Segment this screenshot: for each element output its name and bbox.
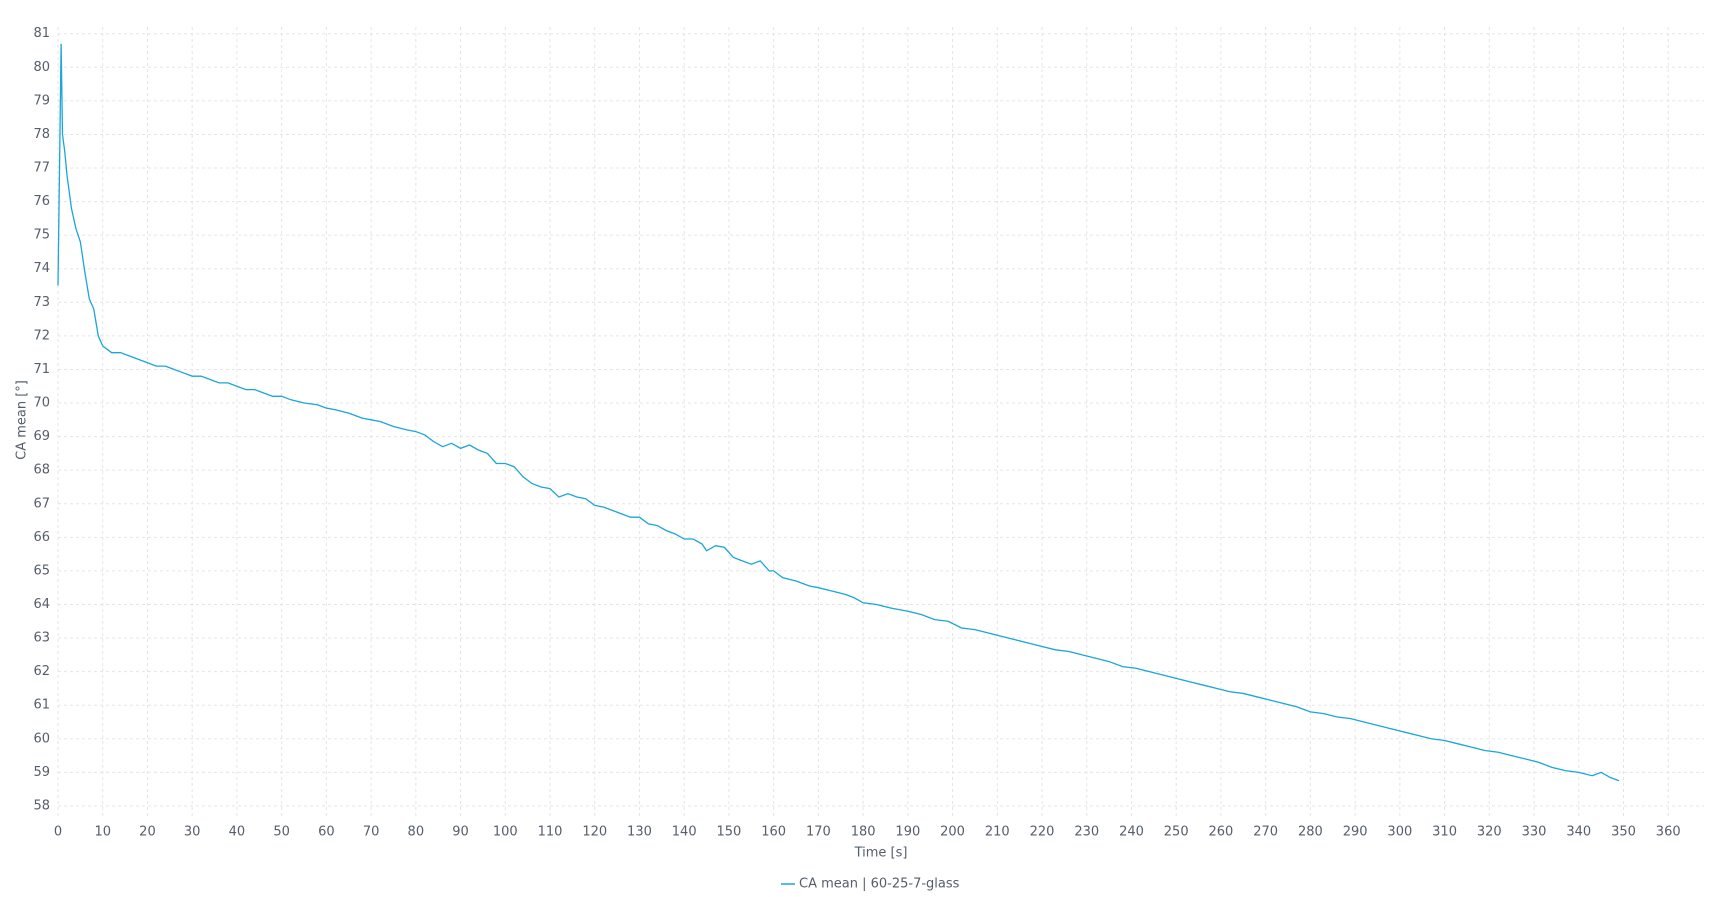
y-tick-label: 76 (33, 194, 50, 209)
y-tick-label: 58 (33, 798, 50, 813)
x-tick-label: 220 (1030, 825, 1055, 840)
x-tick-label: 300 (1387, 825, 1412, 840)
x-tick-label: 200 (940, 825, 965, 840)
legend-label: CA mean | 60-25-7-glass (799, 877, 960, 892)
x-tick-label: 50 (273, 825, 290, 840)
x-tick-label: 270 (1253, 825, 1278, 840)
y-tick-label: 75 (33, 228, 50, 243)
y-tick-label: 78 (33, 127, 50, 142)
y-axis-title: CA mean [°] (15, 380, 30, 460)
x-tick-label: 230 (1074, 825, 1099, 840)
x-tick-label: 120 (582, 825, 607, 840)
x-tick-label: 240 (1119, 825, 1144, 840)
x-tick-label: 70 (363, 825, 380, 840)
y-tick-label: 69 (33, 429, 50, 444)
y-tick-label: 81 (33, 26, 50, 41)
y-tick-label: 65 (33, 563, 50, 578)
x-tick-label: 340 (1566, 825, 1591, 840)
x-tick-label: 90 (452, 825, 469, 840)
x-tick-label: 140 (672, 825, 697, 840)
x-tick-label: 290 (1343, 825, 1368, 840)
x-tick-label: 190 (895, 825, 920, 840)
y-tick-label: 79 (33, 93, 50, 108)
y-tick-label: 71 (33, 362, 50, 377)
x-tick-label: 260 (1209, 825, 1234, 840)
y-tick-label: 62 (33, 664, 50, 679)
y-tick-label: 67 (33, 496, 50, 511)
x-tick-label: 280 (1298, 825, 1323, 840)
y-tick-label: 72 (33, 328, 50, 343)
y-tick-label: 70 (33, 396, 50, 411)
data-line (57, 43, 1620, 782)
x-tick-label: 0 (54, 825, 62, 840)
x-tick-label: 40 (229, 825, 246, 840)
x-tick-label: 250 (1164, 825, 1189, 840)
x-tick-label: 150 (717, 825, 742, 840)
x-tick-label: 30 (184, 825, 201, 840)
x-tick-label: 320 (1477, 825, 1502, 840)
y-tick-label: 77 (33, 161, 50, 176)
y-tick-label: 60 (33, 731, 50, 746)
y-tick-label: 80 (33, 60, 50, 75)
x-tick-label: 170 (806, 825, 831, 840)
y-tick-label: 63 (33, 631, 50, 646)
x-tick-label: 330 (1522, 825, 1547, 840)
x-tick-label: 60 (318, 825, 335, 840)
x-tick-label: 160 (761, 825, 786, 840)
x-tick-label: 210 (985, 825, 1010, 840)
x-tick-label: 20 (139, 825, 156, 840)
y-tick-label: 59 (33, 765, 50, 780)
x-tick-label: 10 (94, 825, 111, 840)
x-tick-label: 130 (627, 825, 652, 840)
x-tick-label: 180 (851, 825, 876, 840)
y-tick-label: 73 (33, 295, 50, 310)
y-tick-label: 66 (33, 530, 50, 545)
y-tick-label: 64 (33, 597, 50, 612)
y-tick-label: 74 (33, 261, 50, 276)
x-tick-label: 110 (538, 825, 563, 840)
x-tick-label: 350 (1611, 825, 1636, 840)
x-tick-label: 310 (1432, 825, 1457, 840)
x-tick-label: 100 (493, 825, 518, 840)
y-tick-label: 61 (33, 698, 50, 713)
y-tick-label: 68 (33, 463, 50, 478)
x-axis-title: Time [s] (854, 846, 908, 861)
x-tick-label: 80 (408, 825, 425, 840)
x-tick-label: 360 (1656, 825, 1681, 840)
